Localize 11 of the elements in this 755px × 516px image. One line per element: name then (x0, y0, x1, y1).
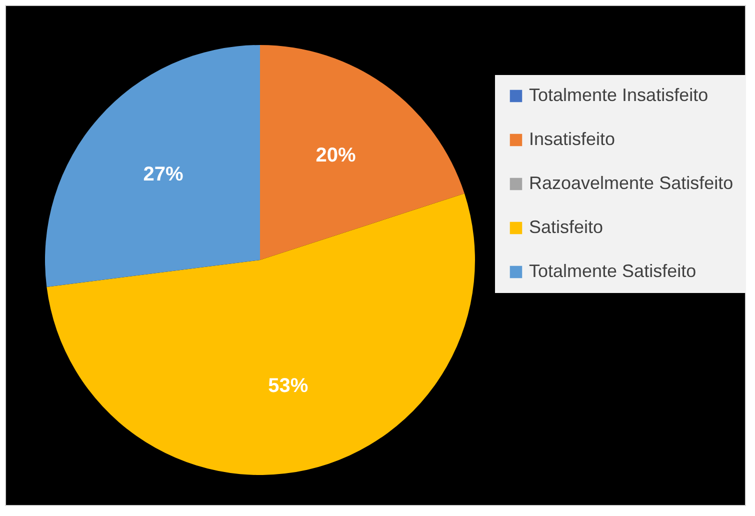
data-label: 20% (316, 144, 356, 167)
pie-slice (45, 45, 260, 287)
pie-slice (46, 194, 475, 475)
data-label: 27% (143, 164, 184, 186)
legend-label: Totalmente Satisfeito (529, 261, 696, 281)
data-label: 53% (268, 374, 308, 397)
pie-slice (260, 45, 464, 260)
legend-label: Razoavelmente Satisfeito (529, 173, 734, 193)
legend-label: Insatisfeito (529, 129, 616, 149)
legend-label: Satisfeito (529, 217, 604, 237)
legend-label: Totalmente Insatisfeito (529, 85, 708, 105)
